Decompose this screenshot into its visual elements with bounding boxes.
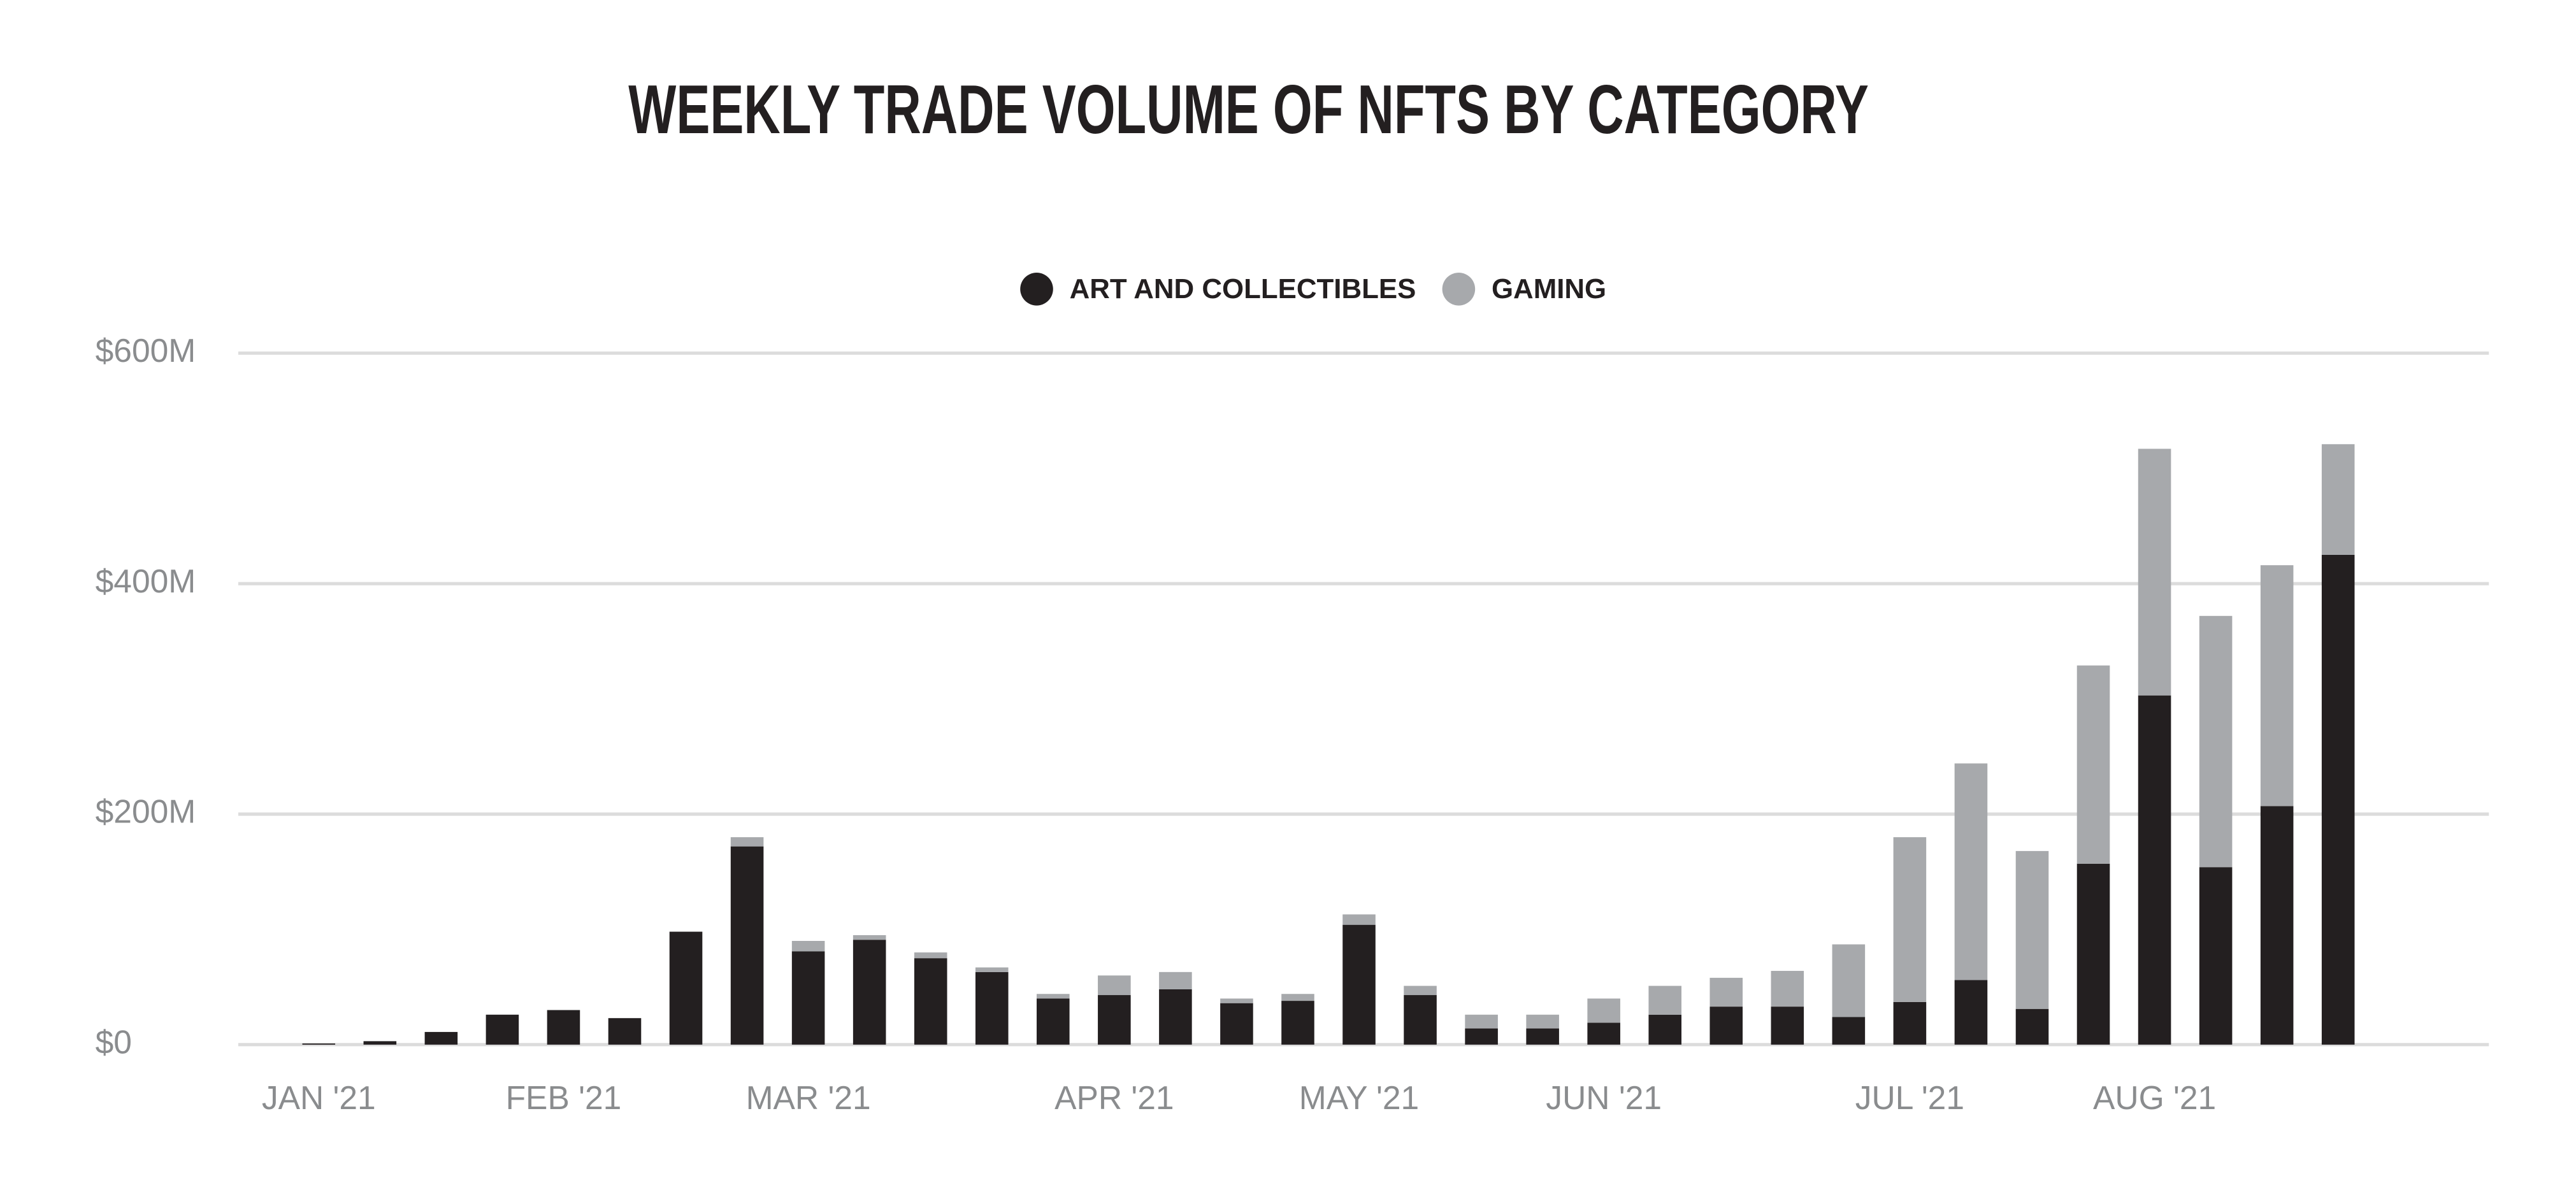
bar-segment: [302, 1043, 336, 1045]
bar-segment: [1954, 980, 1988, 1045]
x-tick-label: JAN '21: [262, 1079, 376, 1116]
y-tick-label: $0: [96, 1023, 132, 1060]
bar-segment: [1220, 998, 1253, 1003]
bar-segment: [669, 931, 703, 1045]
bar-segment: [1404, 986, 1437, 996]
bar-segment: [1526, 1014, 1559, 1029]
bar-segment: [1159, 989, 1192, 1045]
bar-segment: [2076, 863, 2110, 1045]
bar-segment: [363, 1041, 397, 1045]
bar-segment: [1465, 1028, 1498, 1045]
bar-segment: [1342, 914, 1376, 925]
bar-segment: [2015, 850, 2049, 1009]
bar-segment: [1098, 995, 1131, 1045]
bar-segment: [1709, 977, 1743, 1007]
bar-segment: [486, 1014, 519, 1045]
bar-segment: [424, 1031, 458, 1045]
bar-segment: [853, 940, 886, 1045]
bar-segment: [608, 1018, 642, 1045]
bar-segment: [914, 952, 947, 959]
chart-title: WEEKLY TRADE VOLUME OF NFTS BY CATEGORY: [628, 71, 1869, 148]
bar-segment: [2260, 565, 2294, 806]
x-tick-label: FEB '21: [506, 1079, 622, 1116]
bar-segment: [1342, 924, 1376, 1045]
bar-segment: [1037, 994, 1070, 999]
bar-segment: [1281, 1001, 1314, 1045]
y-tick-label: $200M: [96, 793, 196, 830]
x-tick-label: JUL '21: [1855, 1079, 1964, 1116]
bar-segment: [1893, 1001, 1927, 1045]
x-tick-label: MAR '21: [746, 1079, 871, 1116]
x-tick-label: MAY '21: [1299, 1079, 1419, 1116]
bar-segment: [2199, 867, 2233, 1045]
bar-segment: [2260, 806, 2294, 1045]
bar-segment: [1098, 975, 1131, 996]
bar-segment: [2076, 665, 2110, 864]
bar-segment: [1587, 1022, 1620, 1045]
bar-segment: [2015, 1008, 2049, 1045]
bar-segment: [1037, 998, 1070, 1045]
x-tick-label: APR '21: [1054, 1079, 1174, 1116]
bar-segment: [791, 940, 825, 952]
bar-segment: [914, 958, 947, 1045]
bar-segment: [730, 846, 764, 1045]
y-tick-label: $400M: [96, 563, 196, 599]
bar-segment: [1281, 994, 1314, 1001]
legend-label: ART AND COLLECTIBLES: [1070, 273, 1416, 305]
bar-segment: [2321, 554, 2355, 1045]
bar-segment: [975, 967, 1009, 972]
x-tick-label: AUG '21: [2093, 1079, 2216, 1116]
bar-segment: [1159, 971, 1192, 989]
bar-segment: [975, 971, 1009, 1045]
bar-segment: [1771, 1007, 1804, 1045]
legend-swatch: [1020, 273, 1053, 306]
bar-segment: [1648, 986, 1682, 1015]
bar-segment: [2321, 444, 2355, 555]
bar-segment: [1832, 1017, 1866, 1045]
bar-segment: [1832, 944, 1866, 1017]
bar-segment: [730, 837, 764, 847]
bar-segment: [547, 1010, 580, 1045]
legend-label: GAMING: [1492, 273, 1606, 305]
bar-segment: [1220, 1003, 1253, 1045]
legend-swatch: [1442, 273, 1476, 306]
bar-segment: [2138, 695, 2171, 1045]
bar-segment: [2199, 615, 2233, 868]
bar-segment: [2138, 448, 2171, 696]
bar-segment: [791, 951, 825, 1045]
bar-segment: [1526, 1028, 1559, 1045]
y-tick-label: $600M: [96, 332, 196, 369]
bar-segment: [1465, 1014, 1498, 1029]
bar-segment: [1954, 763, 1988, 980]
bar-segment: [1771, 971, 1804, 1007]
bar-segment: [1709, 1007, 1743, 1045]
bar-segment: [1648, 1014, 1682, 1045]
bar-segment: [1404, 995, 1437, 1045]
bar-segment: [1587, 998, 1620, 1023]
bar-segment: [1893, 837, 1927, 1002]
bar-segment: [853, 935, 886, 940]
x-tick-label: JUN '21: [1546, 1079, 1662, 1116]
